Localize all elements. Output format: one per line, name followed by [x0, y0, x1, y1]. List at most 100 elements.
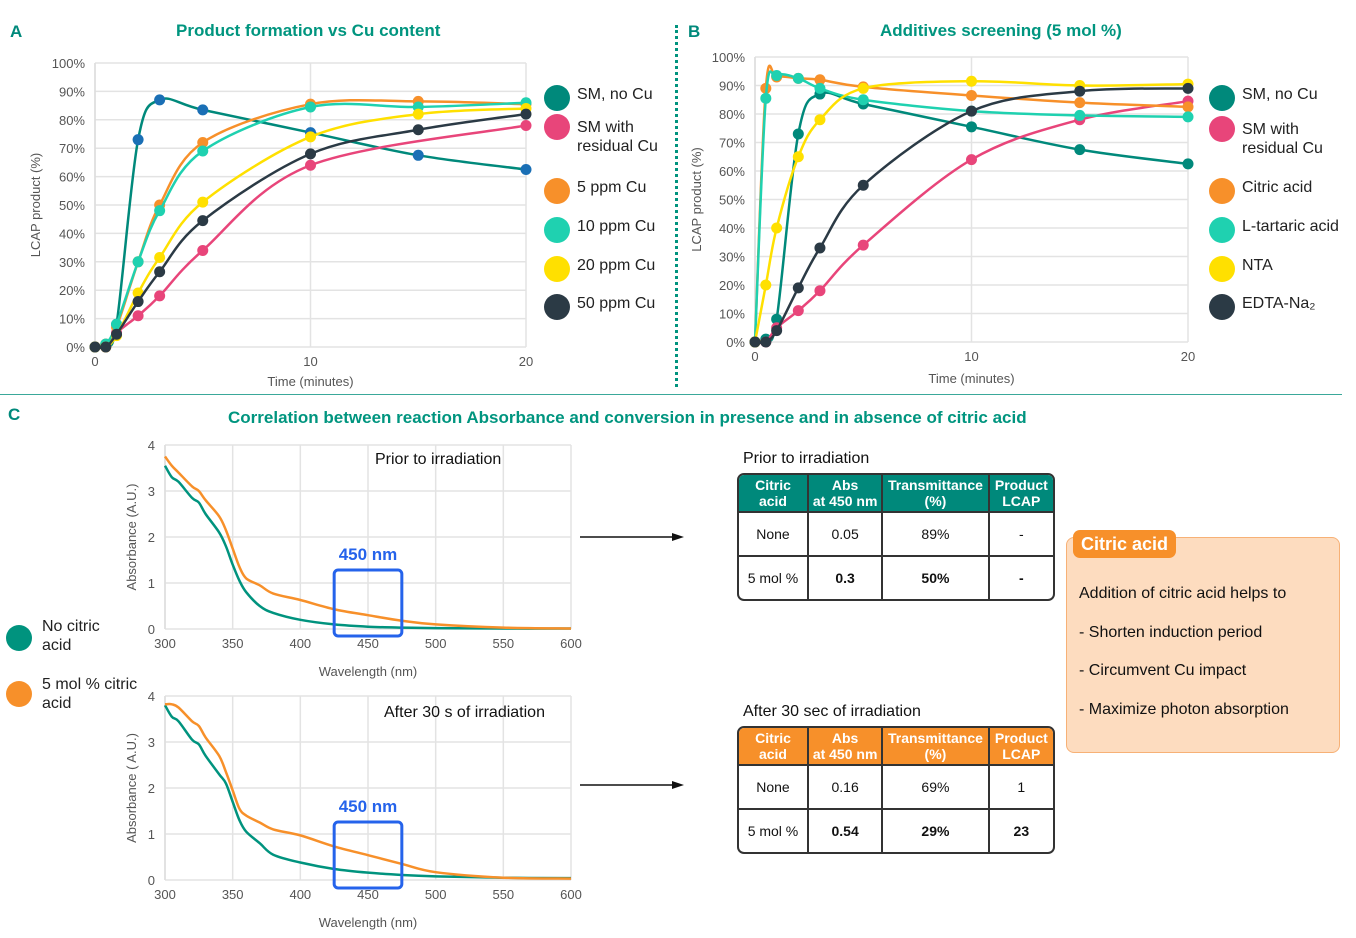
data-point — [197, 196, 209, 208]
chart-C-prior: 0 1 2 3 4 300 350 400 450 500 550 600 Wavelength (nm… — [124, 438, 582, 679]
data-point — [814, 285, 826, 297]
legend-marker — [1209, 116, 1235, 142]
y-tick-label: 70% — [59, 141, 85, 156]
y-tick-label: 60% — [719, 164, 745, 179]
legend-label: NTA — [1242, 257, 1273, 274]
table-header-row: Citric acid Abs at 450 nm Transmittance (%) Pr… — [739, 728, 1053, 764]
table-prior-caption: Prior to irradiation — [743, 450, 870, 467]
table-after-caption: After 30 sec of irradiation — [743, 703, 921, 720]
legend-label: 5 ppm Cu — [577, 179, 647, 196]
data-point — [520, 119, 532, 131]
x-tick-label: 350 — [222, 887, 244, 902]
data-point — [814, 74, 826, 86]
y-axis-label: LCAP product (%) — [689, 147, 704, 252]
data-point — [1074, 97, 1086, 109]
chart-annotation: After 30 s of irradiation — [384, 704, 545, 721]
table-cell: None — [739, 764, 809, 808]
y-tick-label: 100% — [52, 56, 86, 71]
table-cell: 0.05 — [808, 511, 884, 555]
x-tick-label: 450 — [357, 887, 379, 902]
chart-C-after: 0 1 2 3 4 300 350 400 450 500 550 600 Wavelength (nm… — [124, 689, 582, 930]
data-point — [792, 72, 804, 84]
highlight-box-450nm — [332, 820, 404, 890]
x-tick-label: 20 — [1181, 349, 1195, 364]
table-cell: 0.16 — [808, 764, 884, 808]
column-header: Abs at 450 nm — [808, 475, 884, 511]
table-cell: None — [739, 511, 809, 555]
data-point — [197, 145, 209, 157]
arrow-head-icon — [672, 533, 684, 541]
table-cell: 0.54 — [808, 808, 884, 852]
y-tick-label: 3 — [148, 735, 155, 750]
data-point — [857, 239, 869, 251]
legend-label: Citric acid — [1242, 179, 1313, 196]
column-header: Product LCAP — [989, 728, 1053, 764]
table-header-row: Citric acid Abs at 450 nm Transmittance (%) Pr… — [739, 475, 1053, 511]
y-tick-label: 4 — [148, 689, 155, 704]
table-cell: - — [989, 555, 1053, 599]
callout-tag: Citric acid — [1073, 530, 1177, 558]
x-tick-label: 400 — [289, 887, 311, 902]
data-point — [197, 244, 209, 256]
legend-label: SM, no Cu — [577, 86, 653, 103]
legend-c-item-no-citric: No citric acid — [6, 617, 146, 657]
table-cell: 29% — [883, 808, 990, 852]
legend-label: 50 ppm Cu — [577, 295, 656, 312]
y-axis-label: Absorbance (A.U.) — [124, 484, 139, 591]
y-tick-label: 90% — [59, 84, 85, 99]
data-point — [771, 313, 783, 325]
table-row: 5 mol % 0.54 29% 23 — [739, 808, 1053, 852]
data-point — [305, 148, 316, 160]
table-row: None 0.16 69% 1 — [739, 764, 1053, 808]
y-tick-label: 3 — [148, 484, 155, 499]
x-tick-label: 450 — [357, 636, 379, 651]
chart-A: 0% 10% 20% 30% 40% 50% 60% 70% 80% 90% 100% 0 10 20 Ti… — [28, 56, 533, 389]
data-point — [132, 296, 144, 308]
data-point — [792, 128, 804, 140]
table-after: Citric acid Abs at 450 nm Transmittance (%) Pr… — [737, 726, 1055, 854]
highlight-box-450nm — [332, 568, 404, 638]
y-tick-label: 30% — [59, 255, 85, 270]
data-point — [814, 242, 826, 254]
y-tick-label: 2 — [148, 781, 155, 796]
table-cell: - — [989, 511, 1053, 555]
data-point — [749, 336, 761, 348]
column-header: Transmittance (%) — [883, 728, 990, 764]
table-cell: 50% — [883, 555, 990, 599]
y-axis-label: Absorbance ( A.U.) — [124, 733, 139, 843]
data-point — [412, 149, 424, 161]
column-header: Abs at 450 nm — [808, 728, 884, 764]
callout-bullet: - Maximize photon absorption — [1079, 701, 1289, 718]
table-row: None 0.05 89% - — [739, 511, 1053, 555]
chart-B: 0% 10% 20% 30% 40% 50% 60% 70% 80% 90% 100% 0 10 20 Ti… — [689, 50, 1195, 386]
x-axis-label: Wavelength (nm) — [319, 915, 418, 930]
y-tick-label: 60% — [59, 170, 85, 185]
data-point — [1182, 158, 1194, 170]
data-point — [132, 310, 144, 322]
table-cell: 0.3 — [808, 555, 884, 599]
data-point — [154, 290, 166, 302]
data-point — [857, 179, 869, 191]
data-point — [792, 282, 804, 294]
legend-label: EDTA-Na₂ — [1242, 295, 1316, 312]
data-point — [197, 104, 209, 116]
legend-marker — [544, 114, 570, 140]
data-point — [154, 252, 166, 264]
column-header: Product LCAP — [989, 475, 1053, 511]
x-tick-label: 0 — [751, 349, 758, 364]
table-cell: 5 mol % — [739, 808, 809, 852]
column-header: Transmittance (%) — [883, 475, 990, 511]
y-tick-label: 20% — [59, 283, 85, 298]
x-tick-label: 10 — [964, 349, 978, 364]
data-point — [154, 266, 166, 278]
y-tick-label: 70% — [719, 136, 745, 151]
x-axis-label: Wavelength (nm) — [319, 664, 418, 679]
data-point — [132, 256, 144, 268]
x-tick-label: 500 — [425, 636, 447, 651]
legend-label: 5 mol % citric acid — [42, 676, 138, 712]
chart-annotation: Prior to irradiation — [375, 451, 501, 468]
panel-letter-c: C — [8, 405, 21, 424]
legend-marker — [1209, 294, 1235, 320]
data-point — [966, 75, 977, 87]
